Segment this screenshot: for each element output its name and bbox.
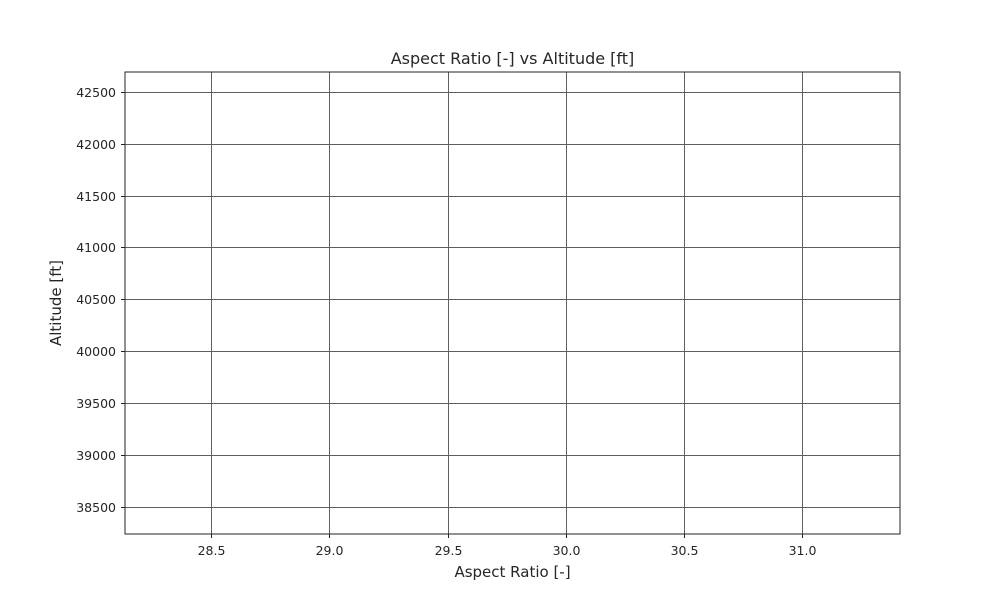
- y-tick-label: 41500: [76, 189, 116, 204]
- x-tick-label: 31.0: [789, 543, 817, 558]
- chart-title: Aspect Ratio [-] vs Altitude [ft]: [391, 49, 635, 68]
- y-tick-label: 38500: [76, 500, 116, 515]
- x-tick-label: 28.5: [198, 543, 226, 558]
- y-tick-label: 39500: [76, 396, 116, 411]
- plot-frame-border: [124, 71, 901, 535]
- y-tick-label: 41000: [76, 240, 116, 255]
- y-tick-label: 42500: [76, 85, 116, 100]
- y-tick-label: 42000: [76, 137, 116, 152]
- y-tick-label: 40000: [76, 344, 116, 359]
- plot-area: [124, 71, 901, 535]
- x-tick-label: 29.5: [435, 543, 463, 558]
- y-tick-label: 40500: [76, 292, 116, 307]
- y-tick-label: 39000: [76, 448, 116, 463]
- grid: [125, 72, 900, 534]
- y-axis-ticks: 38500 39000 39500 40000 40500 41000 41500 42000…: [76, 85, 125, 515]
- x-tick-label: 29.0: [316, 543, 344, 558]
- y-axis-label: Altitude [ft]: [47, 260, 65, 346]
- x-axis-label: Aspect Ratio [-]: [454, 563, 570, 581]
- x-tick-label: 30.5: [671, 543, 699, 558]
- x-tick-label: 30.0: [553, 543, 581, 558]
- x-axis-ticks: 28.5 29.0 29.5 30.0 30.5 31.0: [198, 534, 817, 558]
